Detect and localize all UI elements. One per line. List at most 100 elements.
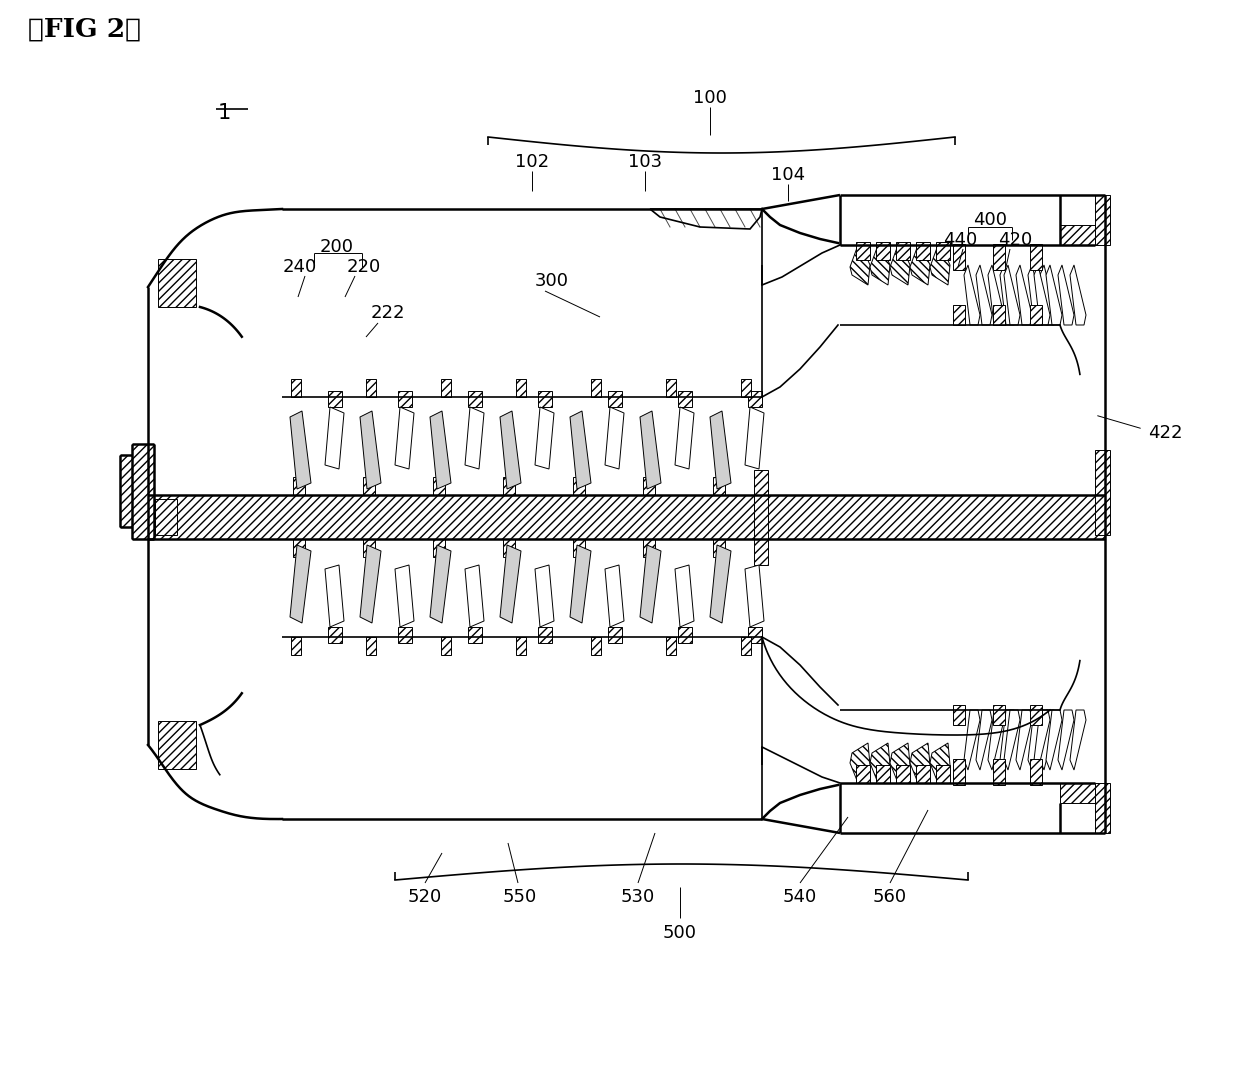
- Bar: [363, 477, 374, 495]
- Text: 222: 222: [371, 304, 405, 322]
- Polygon shape: [1004, 710, 1021, 770]
- Bar: [748, 627, 763, 643]
- Polygon shape: [675, 407, 694, 469]
- Bar: [608, 391, 622, 407]
- Polygon shape: [500, 545, 521, 623]
- Bar: [993, 705, 1004, 725]
- Bar: [713, 477, 725, 495]
- Bar: [516, 379, 526, 397]
- Polygon shape: [910, 743, 930, 783]
- Polygon shape: [988, 265, 1004, 325]
- Bar: [608, 627, 622, 643]
- Polygon shape: [325, 407, 343, 469]
- Polygon shape: [1016, 265, 1032, 325]
- Text: 220: 220: [347, 258, 381, 276]
- Bar: [366, 637, 376, 655]
- Polygon shape: [534, 407, 554, 469]
- Text: 200: 200: [320, 237, 353, 256]
- Bar: [467, 627, 482, 643]
- Polygon shape: [1004, 265, 1021, 325]
- Polygon shape: [650, 209, 763, 229]
- Bar: [1095, 195, 1110, 245]
- Bar: [644, 477, 655, 495]
- Polygon shape: [910, 245, 930, 285]
- Bar: [993, 244, 1004, 271]
- Bar: [748, 391, 763, 407]
- Text: 240: 240: [283, 258, 317, 276]
- Bar: [916, 765, 930, 783]
- Bar: [875, 765, 890, 783]
- Polygon shape: [1070, 265, 1086, 325]
- Bar: [936, 765, 950, 783]
- Bar: [1030, 705, 1042, 725]
- Polygon shape: [605, 407, 624, 469]
- Bar: [503, 477, 515, 495]
- Bar: [1060, 783, 1100, 803]
- Bar: [503, 539, 515, 557]
- Text: 500: 500: [663, 924, 697, 943]
- Polygon shape: [465, 407, 484, 469]
- Polygon shape: [1034, 265, 1050, 325]
- Bar: [538, 627, 552, 643]
- Polygon shape: [1040, 265, 1056, 325]
- Text: 103: 103: [627, 153, 662, 171]
- Polygon shape: [360, 545, 381, 623]
- Text: 540: 540: [782, 888, 817, 906]
- Polygon shape: [745, 407, 764, 469]
- Polygon shape: [1047, 710, 1061, 770]
- Polygon shape: [1028, 710, 1044, 770]
- Bar: [573, 477, 585, 495]
- Bar: [897, 765, 910, 783]
- Bar: [441, 379, 451, 397]
- Polygon shape: [890, 743, 910, 783]
- Bar: [856, 242, 870, 260]
- Polygon shape: [396, 407, 414, 469]
- Bar: [148, 495, 1105, 539]
- Polygon shape: [1034, 710, 1050, 770]
- Polygon shape: [999, 265, 1016, 325]
- Polygon shape: [1058, 710, 1074, 770]
- Polygon shape: [890, 245, 910, 285]
- Bar: [1030, 759, 1042, 785]
- Bar: [398, 627, 412, 643]
- Polygon shape: [1047, 265, 1061, 325]
- Polygon shape: [290, 545, 311, 623]
- Polygon shape: [640, 545, 661, 623]
- Bar: [467, 391, 482, 407]
- Bar: [120, 455, 131, 527]
- Text: 300: 300: [534, 272, 569, 290]
- Polygon shape: [570, 545, 591, 623]
- Bar: [591, 637, 601, 655]
- Bar: [291, 379, 301, 397]
- Bar: [538, 391, 552, 407]
- Polygon shape: [430, 545, 451, 623]
- Bar: [936, 242, 950, 260]
- Bar: [573, 539, 585, 557]
- Bar: [293, 477, 305, 495]
- Bar: [433, 539, 445, 557]
- Polygon shape: [430, 411, 451, 489]
- Polygon shape: [870, 245, 890, 285]
- Text: 【FIG 2】: 【FIG 2】: [29, 17, 141, 42]
- Polygon shape: [963, 710, 980, 770]
- Bar: [742, 379, 751, 397]
- Polygon shape: [570, 411, 591, 489]
- Bar: [678, 391, 692, 407]
- Polygon shape: [711, 411, 732, 489]
- Polygon shape: [745, 566, 764, 627]
- Bar: [993, 305, 1004, 325]
- Bar: [954, 305, 965, 325]
- Bar: [591, 379, 601, 397]
- Text: 560: 560: [873, 888, 908, 906]
- Text: 104: 104: [771, 166, 805, 184]
- Text: 1: 1: [218, 103, 231, 122]
- Bar: [742, 637, 751, 655]
- Polygon shape: [711, 545, 732, 623]
- Polygon shape: [290, 411, 311, 489]
- Bar: [291, 637, 301, 655]
- Polygon shape: [963, 265, 980, 325]
- Polygon shape: [849, 245, 870, 285]
- Polygon shape: [1028, 265, 1044, 325]
- Bar: [954, 705, 965, 725]
- Polygon shape: [325, 566, 343, 627]
